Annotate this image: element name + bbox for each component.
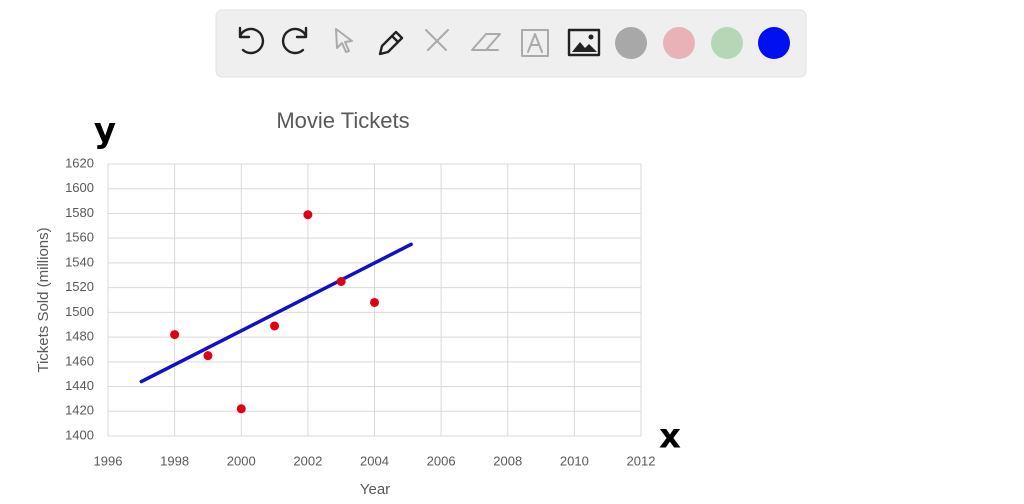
y-tick-label: 1460 [65, 353, 94, 368]
undo-button[interactable] [238, 26, 265, 55]
data-point [203, 351, 213, 361]
redo-button[interactable] [281, 26, 308, 55]
x-tick-label: 2000 [227, 453, 256, 468]
y-tick-label: 1420 [65, 403, 94, 418]
data-point [370, 297, 379, 307]
y-tick-label: 1620 [65, 155, 94, 170]
data-point [170, 330, 180, 340]
data-point [303, 210, 313, 220]
color-green[interactable] [711, 27, 743, 59]
y-tick-label: 1400 [65, 427, 94, 442]
y-tick-label: 1580 [65, 205, 94, 220]
toolbar [215, 9, 807, 78]
x-axis-label: Year [360, 481, 390, 498]
toolbar-background [215, 9, 807, 78]
x-tick-label: 2008 [493, 453, 522, 468]
y-axis-label: Tickets Sold (millions) [35, 227, 52, 372]
trend-line [139, 242, 413, 384]
x-tick-label: 1998 [160, 453, 189, 468]
y-tick-label: 1520 [65, 279, 94, 294]
x-tick-label: 2004 [360, 453, 389, 468]
x-tick-label: 1996 [94, 453, 123, 468]
y-tick-label: 1480 [65, 329, 94, 344]
handwritten-y: y [94, 111, 116, 151]
text-button[interactable] [521, 29, 549, 57]
color-pink[interactable] [663, 27, 695, 59]
data-point [270, 321, 280, 331]
color-gray[interactable] [615, 27, 647, 59]
data-point [236, 404, 246, 414]
select-button[interactable] [335, 28, 353, 53]
color-blue[interactable] [758, 27, 790, 59]
x-tick-label: 2012 [627, 453, 656, 468]
eraser-button[interactable] [471, 33, 501, 51]
image-button[interactable] [567, 28, 601, 57]
pen-button[interactable] [378, 30, 404, 56]
y-tick-label: 1600 [65, 180, 94, 195]
x-tick-label: 2002 [293, 453, 322, 468]
y-tick-label: 1540 [65, 254, 94, 269]
data-point [336, 276, 346, 286]
x-tick-label: 2006 [427, 453, 456, 468]
y-tick-label: 1440 [65, 378, 94, 393]
x-tick-label: 2010 [560, 453, 589, 468]
y-tick-label: 1560 [65, 230, 94, 245]
handwritten-x: x [659, 417, 681, 457]
chart-title: Movie Tickets [276, 108, 409, 133]
tools-button[interactable] [425, 29, 449, 51]
y-tick-label: 1500 [65, 304, 94, 319]
